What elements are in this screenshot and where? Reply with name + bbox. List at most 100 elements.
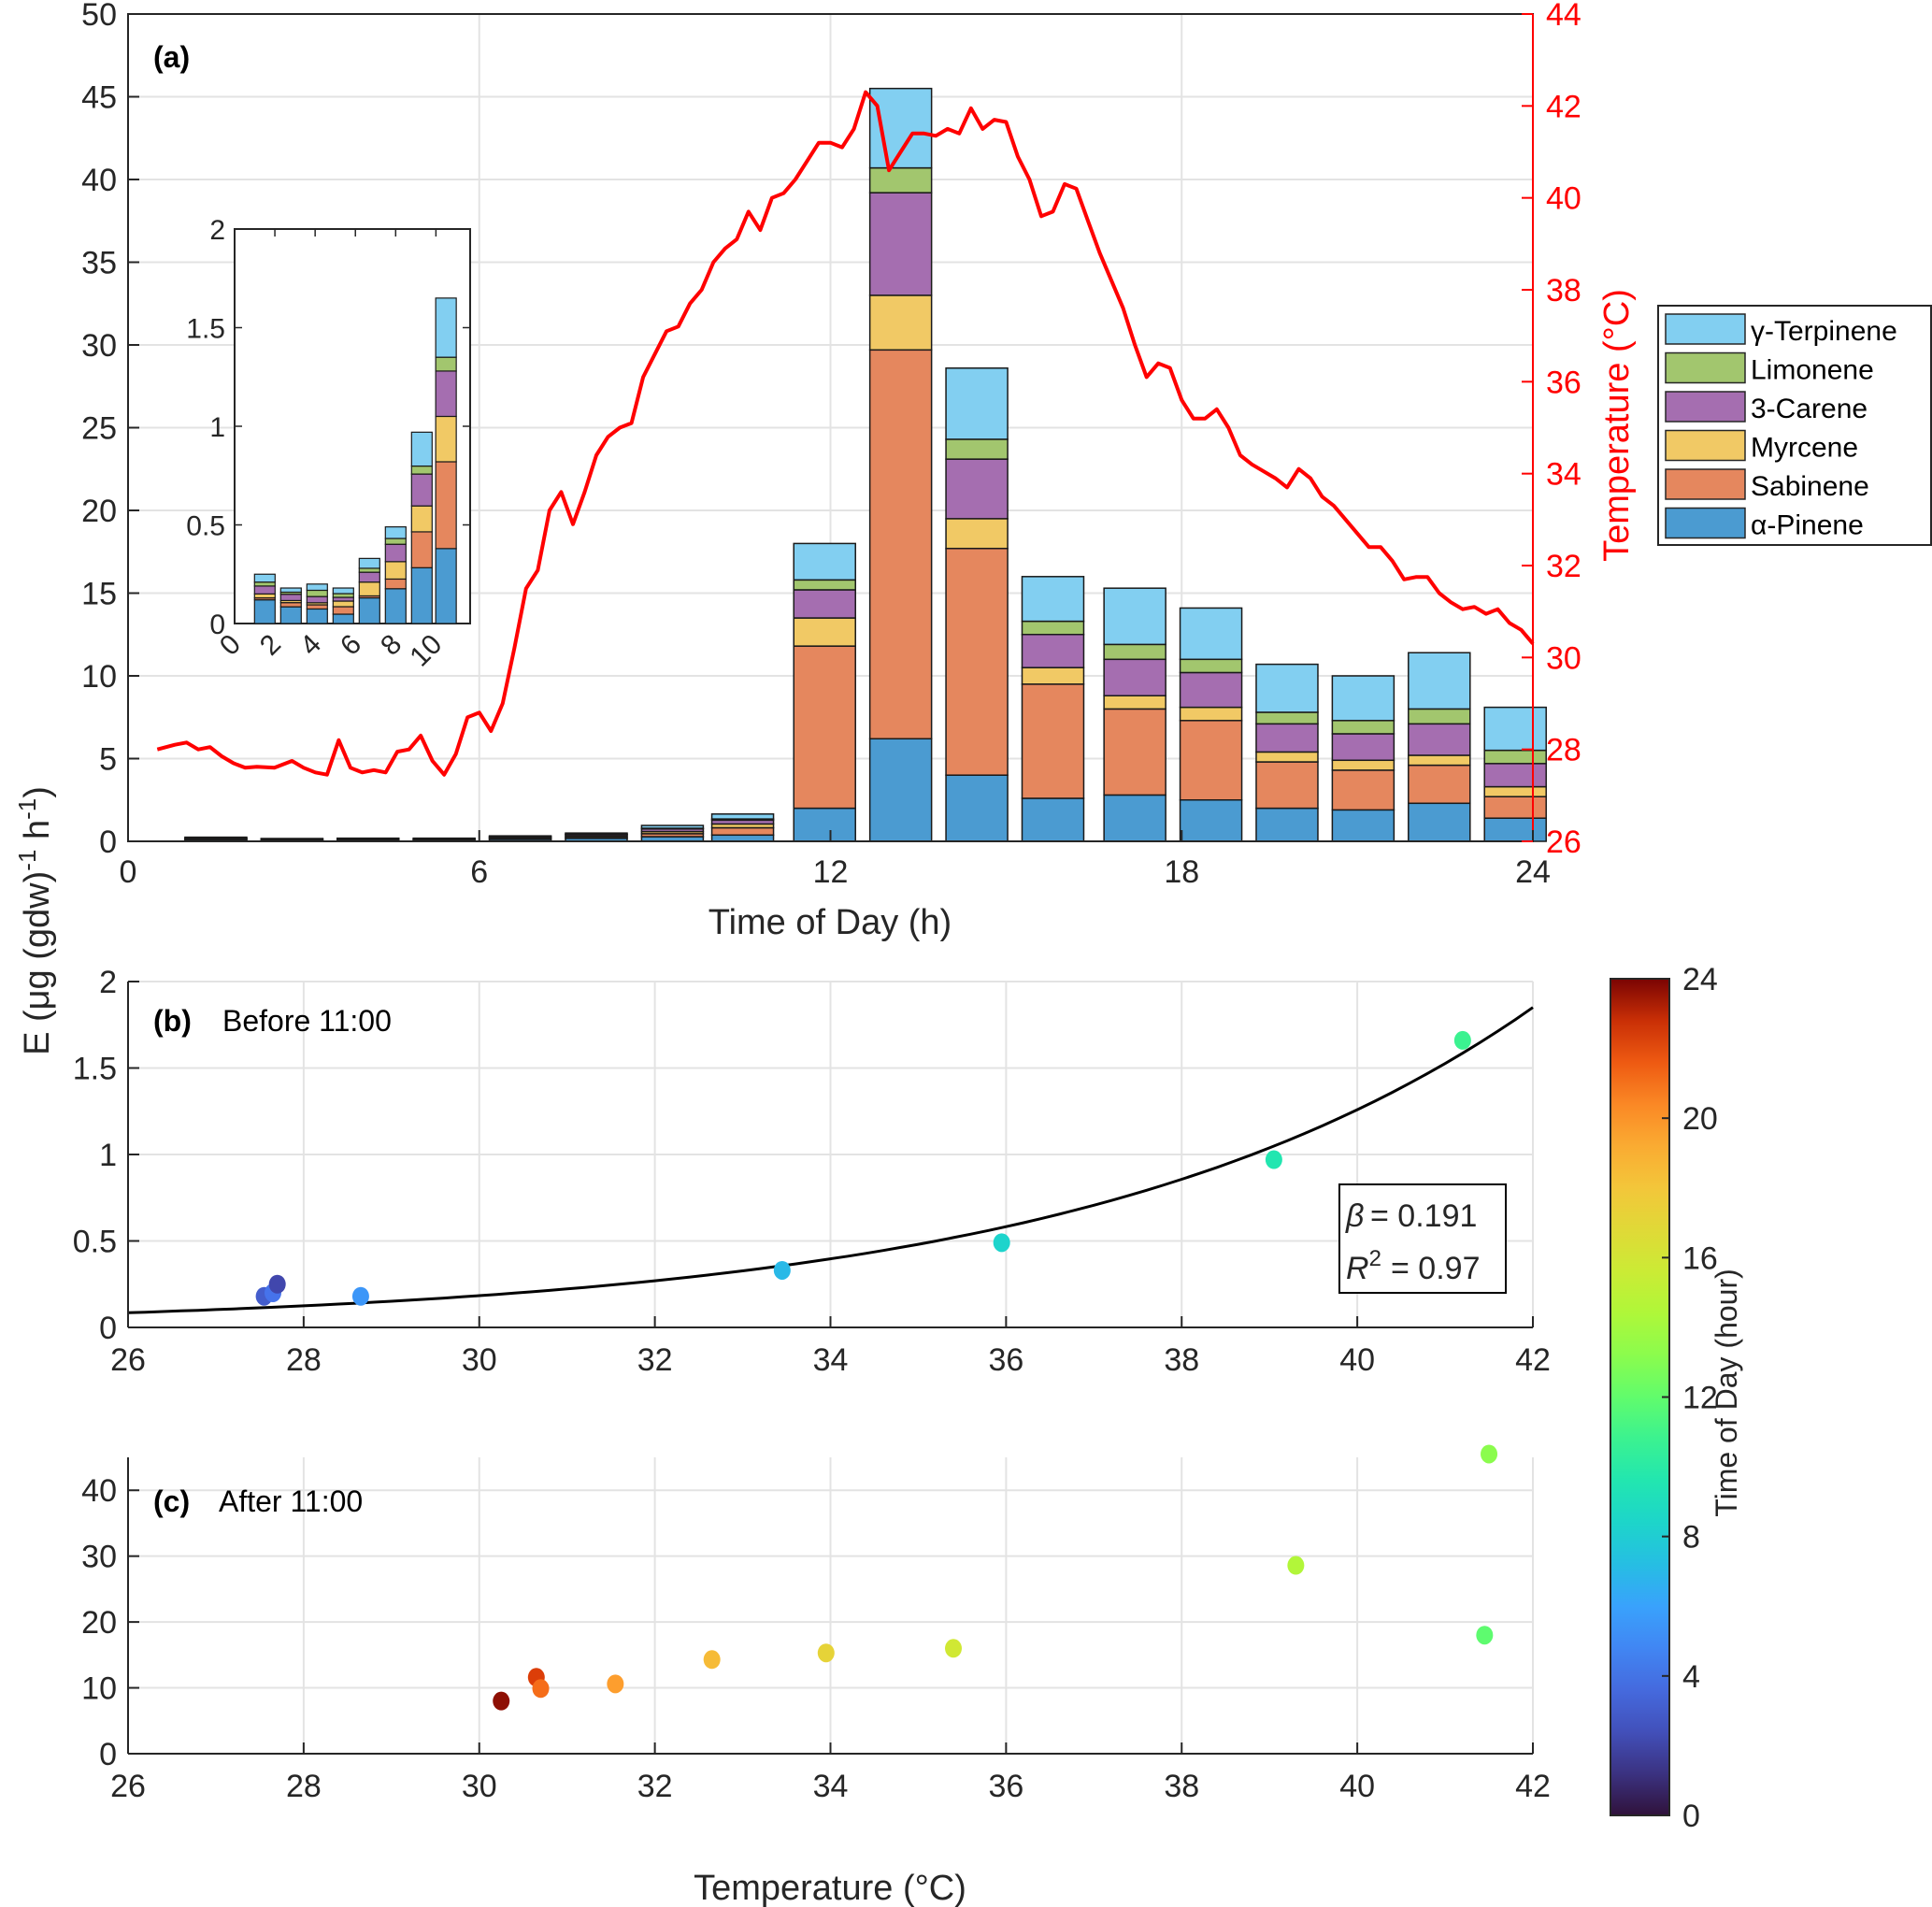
- bar-segment: [1255, 807, 1319, 842]
- y-tick-label: 50: [81, 0, 117, 33]
- inset-bar-segment: [279, 606, 302, 624]
- x-tick-label: 30: [462, 1769, 497, 1804]
- inset-bar-segment: [306, 608, 328, 624]
- bar-segment: [640, 824, 705, 829]
- inset-bar-segment: [253, 581, 276, 587]
- x-tick-label: 26: [110, 1342, 146, 1378]
- beta-symbol: β: [1345, 1198, 1364, 1234]
- bar-segment: [945, 547, 1009, 776]
- inset-bar-segment: [384, 543, 407, 563]
- legend: γ-Terpinene Limonene 3-Carene Myrcene Sabine…: [1657, 305, 1932, 546]
- y-tick-label: 35: [81, 246, 117, 281]
- legend-label: Sabinene: [1751, 471, 1869, 502]
- bar-segment: [1255, 663, 1319, 713]
- bar-segment: [710, 834, 775, 842]
- inset-bar-segment: [410, 431, 433, 467]
- bar-segment: [793, 617, 856, 647]
- colorbar-tick-label: 4: [1682, 1659, 1700, 1695]
- scatter-point: [817, 1643, 835, 1663]
- bar-segment: [1331, 759, 1395, 771]
- y-tick-label: 20: [81, 494, 117, 529]
- inset-bar-segment: [384, 538, 407, 545]
- panel-a-label: (a): [153, 40, 190, 74]
- fit-annotation-box: β = 0.191 R2 = 0.97: [1338, 1183, 1507, 1294]
- bar-segment: [1103, 794, 1166, 842]
- x-tick-label: 0: [120, 854, 137, 890]
- right-y-tick-label: 42: [1546, 89, 1581, 124]
- bar-segment: [868, 192, 933, 296]
- inset-bar-segment: [435, 297, 457, 358]
- y-tick-label: 15: [81, 577, 117, 612]
- x-tick-label: 42: [1515, 1342, 1551, 1378]
- bar-segment: [1021, 667, 1085, 685]
- x-tick-label: 38: [1164, 1769, 1199, 1804]
- inset-bar-segment: [410, 473, 433, 507]
- y-tick-label: 30: [81, 328, 117, 364]
- inset-x-tick-label: 10: [404, 629, 448, 673]
- inset-bar-segment: [435, 461, 457, 550]
- legend-swatch: [1665, 507, 1746, 539]
- y-axis-label-right: Temperature (°C): [1597, 289, 1637, 562]
- bar-segment: [184, 836, 248, 839]
- colorbar-tick-label: 0: [1682, 1799, 1700, 1834]
- inset-bar-segment: [410, 531, 433, 568]
- x-tick-label: 40: [1339, 1342, 1375, 1378]
- panel-b: 0 0.5 1 1.5 2 26 28 30 32 34 36 38 40 42: [73, 965, 1551, 1378]
- right-y-tick-label: 30: [1546, 640, 1581, 676]
- bar-segment: [710, 826, 775, 837]
- bar-segment: [1103, 643, 1166, 661]
- legend-label: Limonene: [1751, 355, 1874, 386]
- inset-bar-segment: [332, 587, 354, 595]
- y-tick-label: 10: [81, 1671, 117, 1707]
- bar-segment: [1483, 796, 1547, 819]
- inset-bar-segment: [384, 578, 407, 590]
- right-y-tick-label: 36: [1546, 365, 1581, 400]
- inset-y-tick-label: 0.5: [186, 511, 225, 542]
- inset-y-tick-label: 1: [209, 412, 225, 443]
- right-y-tick-label: 40: [1546, 181, 1581, 217]
- inset-y-tick-label: 0: [209, 609, 225, 640]
- y-label-exp-2: -1: [13, 798, 41, 820]
- bar-segment: [1103, 658, 1166, 696]
- legend-swatch: [1665, 351, 1746, 384]
- x-tick-label: 36: [988, 1769, 1023, 1804]
- inset-bar-segment: [279, 602, 302, 608]
- bar-segment: [1483, 817, 1547, 842]
- bar-segment: [1179, 720, 1243, 801]
- y-tick-label: 25: [81, 411, 117, 447]
- bar-segment: [1483, 785, 1547, 797]
- bar-segment: [1483, 706, 1547, 752]
- bar-segment: [793, 579, 856, 591]
- inset-x-tick-label: 2: [254, 629, 287, 662]
- inset-bar-segment: [253, 573, 276, 583]
- inset-y-tick-label: 1.5: [186, 314, 225, 345]
- colorbar-tick-label: 20: [1682, 1101, 1718, 1137]
- x-tick-label: 24: [1515, 854, 1551, 890]
- bar-segment: [1331, 769, 1395, 811]
- inset-bar-segment: [279, 594, 302, 602]
- bar-segment: [1021, 683, 1085, 799]
- panel-b-title: Before 11:00: [222, 1004, 392, 1038]
- bar-segment: [488, 835, 552, 838]
- y-tick-label: 30: [81, 1540, 117, 1575]
- inset-x-tick-label: 4: [294, 629, 327, 662]
- scatter-point: [1481, 1444, 1498, 1464]
- scatter-point: [268, 1274, 286, 1294]
- inset-frame: [234, 228, 471, 624]
- panel-a-bars: [184, 87, 1547, 842]
- inset-y-tick-label: 2: [209, 215, 225, 246]
- bar-segment: [1408, 708, 1471, 725]
- bar-segment: [1483, 749, 1547, 765]
- scatter-point: [607, 1674, 624, 1694]
- y-tick-label: 1.5: [73, 1052, 117, 1087]
- x-tick-label: 32: [637, 1342, 673, 1378]
- x-tick-label: 12: [813, 854, 849, 890]
- y-tick-label: 40: [81, 1473, 117, 1509]
- inset-bar-segment: [332, 606, 354, 615]
- bar-segment: [1255, 761, 1319, 810]
- colorbar: 0 4 8 12 16 20 24: [1610, 962, 1718, 1834]
- beta-value: = 0.191: [1370, 1198, 1477, 1234]
- legend-frame: [1657, 305, 1932, 546]
- right-y-tick-label: 32: [1546, 549, 1581, 584]
- scatter-point: [1476, 1626, 1494, 1645]
